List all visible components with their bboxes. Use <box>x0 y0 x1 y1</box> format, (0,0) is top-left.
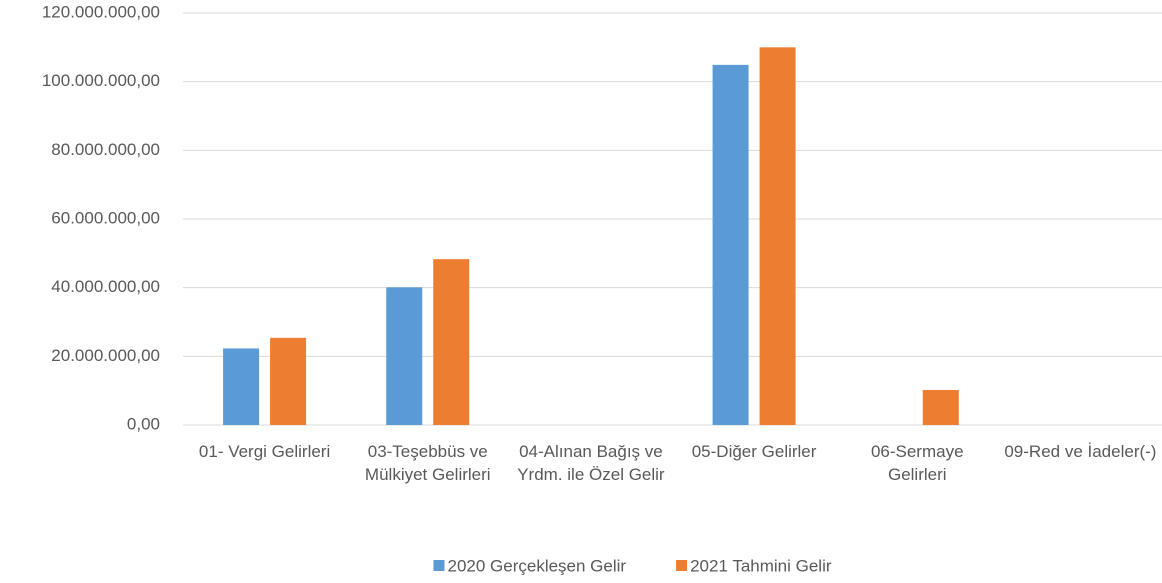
bar <box>386 287 423 425</box>
bar <box>270 337 307 425</box>
bar <box>433 259 470 425</box>
legend: 2020 Gerçekleşen Gelir 2021 Tahmini Gelir <box>433 556 832 575</box>
legend-swatch <box>433 560 445 571</box>
legend-swatch <box>676 560 688 571</box>
x-tick-label: 06-Sermaye Gelirleri <box>871 442 964 484</box>
y-tick-label: 20.000.000,00 <box>51 346 160 365</box>
x-tick-label: 09-Red ve İadeler(-) <box>1004 442 1156 461</box>
y-tick-label: 60.000.000,00 <box>51 208 160 227</box>
bar <box>712 64 749 426</box>
x-tick-label: 03-Teşebbüs ve Mülkiyet Gelirleri <box>365 442 491 484</box>
y-tick-label: 100.000.000,00 <box>42 71 160 90</box>
x-tick-label: 04-Alınan Bağış ve Yrdm. ile Özel Gelir <box>517 442 665 484</box>
bar <box>922 389 959 425</box>
y-tick-label: 0,00 <box>127 414 160 433</box>
y-tick-label: 80.000.000,00 <box>51 140 160 159</box>
x-tick-label: 01- Vergi Gelirleri <box>199 442 330 461</box>
legend-label: 2020 Gerçekleşen Gelir <box>447 556 626 575</box>
bar <box>223 348 260 425</box>
legend-label: 2021 Tahmini Gelir <box>690 556 832 575</box>
x-tick-label: 05-Diğer Gelirler <box>692 442 817 461</box>
y-tick-label: 120.000.000,00 <box>42 2 160 21</box>
y-tick-label: 40.000.000,00 <box>51 277 160 296</box>
bar <box>759 47 796 425</box>
